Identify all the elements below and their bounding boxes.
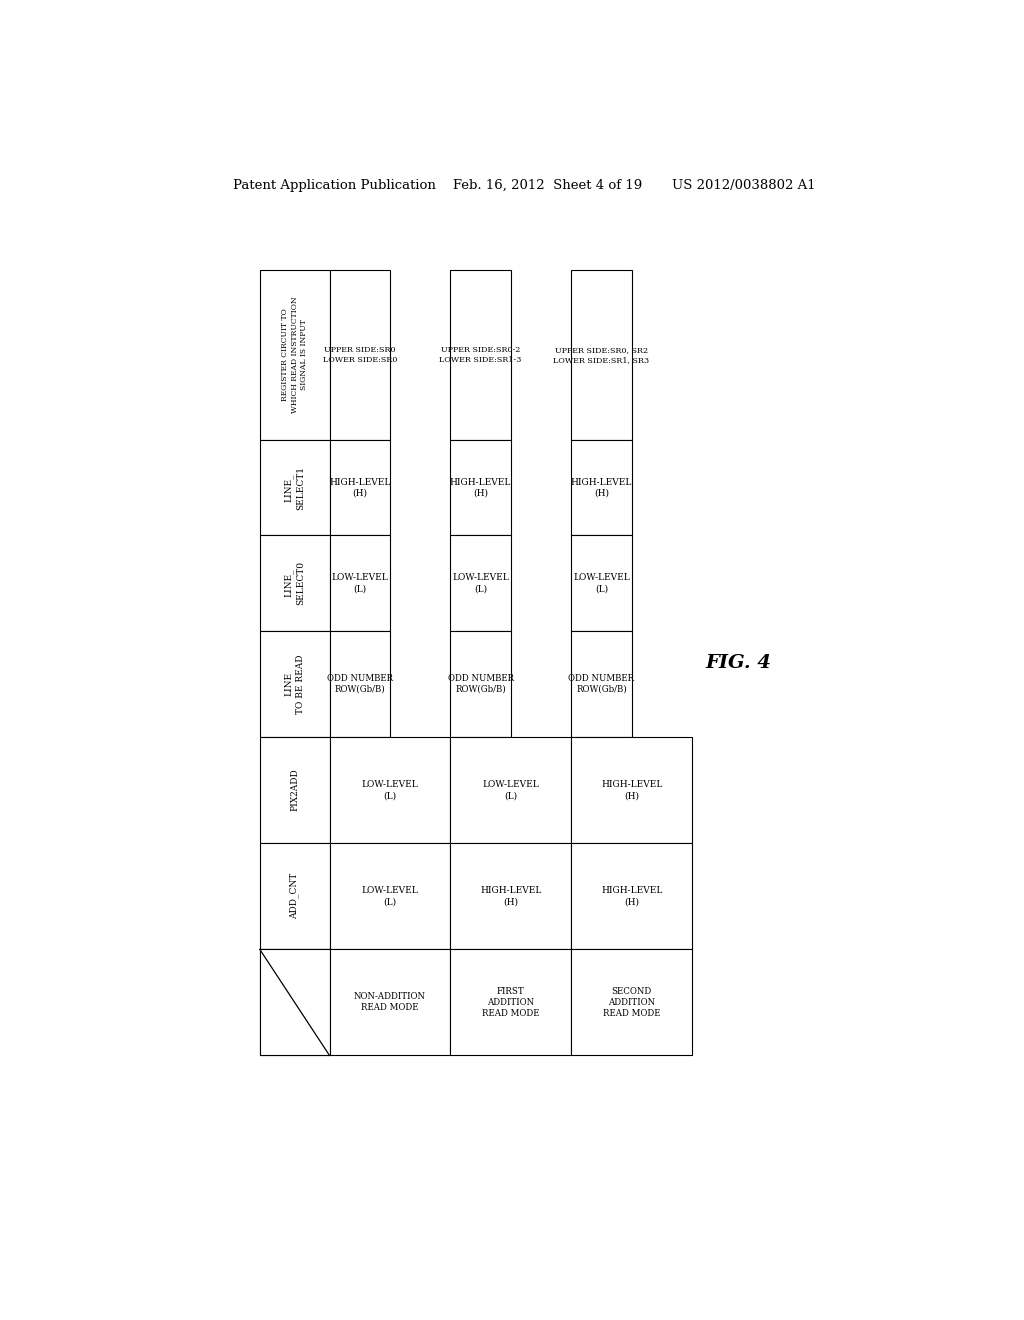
Bar xyxy=(571,536,632,631)
Text: HIGH-LEVEL
(H): HIGH-LEVEL (H) xyxy=(570,478,632,498)
Text: ADD_CNT: ADD_CNT xyxy=(290,873,299,919)
Text: LINE_
SELECT1: LINE_ SELECT1 xyxy=(285,466,305,510)
Text: HIGH-LEVEL
(H): HIGH-LEVEL (H) xyxy=(601,886,663,907)
Text: HIGH-LEVEL
(H): HIGH-LEVEL (H) xyxy=(601,780,663,800)
Text: NON-ADDITION
READ MODE: NON-ADDITION READ MODE xyxy=(354,993,426,1012)
Bar xyxy=(571,271,632,440)
Text: LINE_
SELECT0: LINE_ SELECT0 xyxy=(285,561,305,605)
Text: ODD NUMBER
ROW(Gb/B): ODD NUMBER ROW(Gb/B) xyxy=(327,675,393,694)
Text: LOW-LEVEL
(L): LOW-LEVEL (L) xyxy=(482,780,540,800)
Bar xyxy=(260,440,330,536)
Bar xyxy=(451,631,511,737)
Text: FIRST
ADDITION
READ MODE: FIRST ADDITION READ MODE xyxy=(482,987,540,1018)
Bar xyxy=(571,631,632,737)
Bar xyxy=(330,440,390,536)
Bar xyxy=(330,631,390,737)
Bar xyxy=(260,949,330,1056)
Text: HIGH-LEVEL
(H): HIGH-LEVEL (H) xyxy=(329,478,390,498)
Bar xyxy=(451,843,571,949)
Text: HIGH-LEVEL
(H): HIGH-LEVEL (H) xyxy=(480,886,542,907)
Text: ODD NUMBER
ROW(Gb/B): ODD NUMBER ROW(Gb/B) xyxy=(568,675,635,694)
Text: LOW-LEVEL
(L): LOW-LEVEL (L) xyxy=(332,573,388,593)
Bar xyxy=(260,271,330,440)
Bar xyxy=(451,440,511,536)
Bar xyxy=(330,271,390,440)
Text: HIGH-LEVEL
(H): HIGH-LEVEL (H) xyxy=(450,478,511,498)
Bar xyxy=(260,949,330,1056)
Text: REGISTER CIRCUIT TO
WHICH READ INSTRUCTION
SIGNAL IS INPUT: REGISTER CIRCUIT TO WHICH READ INSTRUCTI… xyxy=(281,297,308,413)
Bar xyxy=(571,440,632,536)
Text: LOW-LEVEL
(L): LOW-LEVEL (L) xyxy=(453,573,509,593)
Text: SECOND
ADDITION
READ MODE: SECOND ADDITION READ MODE xyxy=(603,987,660,1018)
Text: UPPER SIDE:SR0-2
LOWER SIDE:SR1-3: UPPER SIDE:SR0-2 LOWER SIDE:SR1-3 xyxy=(439,346,522,364)
Bar xyxy=(330,843,451,949)
Text: ODD NUMBER
ROW(Gb/B): ODD NUMBER ROW(Gb/B) xyxy=(447,675,514,694)
Text: LOW-LEVEL
(L): LOW-LEVEL (L) xyxy=(361,780,419,800)
Bar xyxy=(330,949,451,1056)
Text: LOW-LEVEL
(L): LOW-LEVEL (L) xyxy=(573,573,630,593)
Text: FIG. 4: FIG. 4 xyxy=(706,653,772,672)
Text: UPPER SIDE:SR0
LOWER SIDE:SR0: UPPER SIDE:SR0 LOWER SIDE:SR0 xyxy=(323,346,397,364)
Bar xyxy=(330,737,451,843)
Bar xyxy=(330,536,390,631)
Bar xyxy=(260,843,330,949)
Bar xyxy=(451,271,511,440)
Bar xyxy=(451,737,571,843)
Bar xyxy=(451,949,571,1056)
Text: UPPER SIDE:SR0, SR2
LOWER SIDE:SR1, SR3: UPPER SIDE:SR0, SR2 LOWER SIDE:SR1, SR3 xyxy=(553,346,649,364)
Text: LOW-LEVEL
(L): LOW-LEVEL (L) xyxy=(361,886,419,907)
Bar xyxy=(260,536,330,631)
Bar xyxy=(260,631,330,737)
Text: LINE
TO BE READ: LINE TO BE READ xyxy=(285,655,305,714)
Bar xyxy=(571,843,692,949)
Bar xyxy=(260,737,330,843)
Text: PIX2ADD: PIX2ADD xyxy=(290,768,299,812)
Bar xyxy=(451,536,511,631)
Bar xyxy=(571,737,692,843)
Text: Patent Application Publication    Feb. 16, 2012  Sheet 4 of 19       US 2012/003: Patent Application Publication Feb. 16, … xyxy=(233,178,816,191)
Bar xyxy=(571,949,692,1056)
